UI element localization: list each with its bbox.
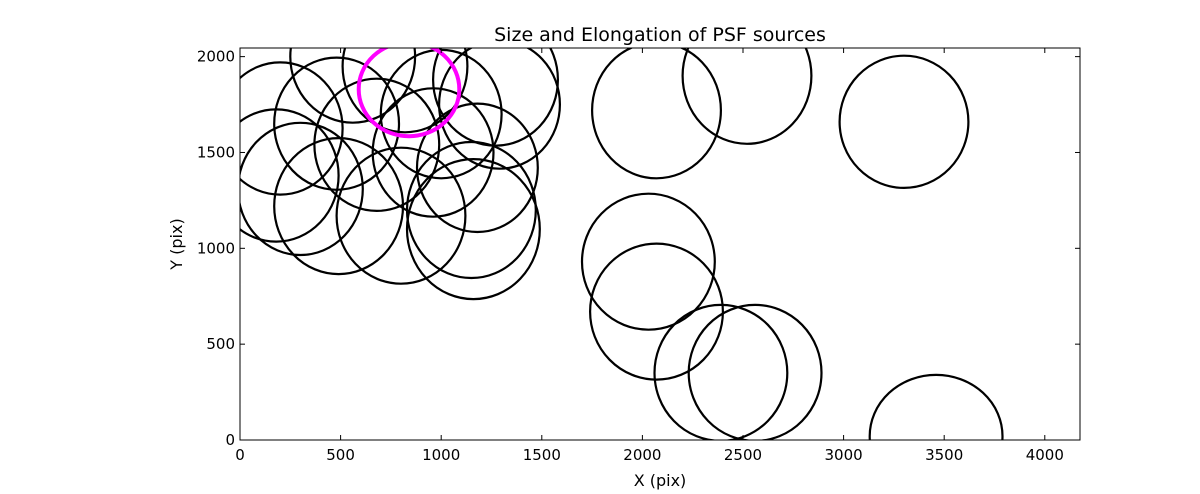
x-tick-label: 3000 <box>824 446 862 464</box>
x-axis-label: X (pix) <box>634 471 687 490</box>
source-ellipse <box>868 373 1004 440</box>
source-ellipse <box>681 48 813 145</box>
source-ellipse <box>240 61 344 196</box>
source-ellipse <box>653 303 789 440</box>
source-ellipse <box>580 192 716 331</box>
y-tick-label: 0 <box>225 431 235 449</box>
source-ellipse <box>838 54 970 190</box>
plot-frame <box>239 47 1081 441</box>
source-ellipse <box>415 102 539 234</box>
x-tick-label: 2000 <box>623 446 661 464</box>
y-axis-label: Y (pix) <box>167 218 186 270</box>
y-tick-label: 1000 <box>197 239 235 257</box>
source-ellipse <box>313 77 441 213</box>
y-tick-label: 2000 <box>197 48 235 66</box>
source-ellipse <box>335 146 467 285</box>
x-tick-label: 500 <box>326 446 355 464</box>
source-ellipse <box>341 48 469 134</box>
source-ellipse <box>240 108 340 243</box>
y-axis: 0 500 1000 1500 2000 <box>197 48 1080 449</box>
x-tick-label: 4000 <box>1026 446 1064 464</box>
source-ellipse <box>289 48 417 124</box>
source-ellipse <box>591 48 722 180</box>
source-ellipse <box>588 242 724 381</box>
x-tick-label: 1500 <box>523 446 561 464</box>
source-ellipse <box>405 158 541 301</box>
highlighted-source-ellipse <box>356 48 462 139</box>
x-axis: 0 500 1000 1500 2000 2500 3000 3500 4000 <box>235 48 1064 464</box>
source-ellipse <box>687 303 823 440</box>
y-tick-label: 500 <box>206 335 235 353</box>
y-tick-label: 1500 <box>197 143 235 161</box>
source-ellipse <box>240 121 364 257</box>
source-ellipse <box>432 48 559 147</box>
x-tick-label: 1000 <box>422 446 460 464</box>
x-tick-label: 0 <box>235 446 245 464</box>
x-tick-label: 2500 <box>724 446 762 464</box>
source-ellipse <box>438 48 561 170</box>
x-tick-label: 3500 <box>925 446 963 464</box>
chart-title: Size and Elongation of PSF sources <box>494 24 826 46</box>
